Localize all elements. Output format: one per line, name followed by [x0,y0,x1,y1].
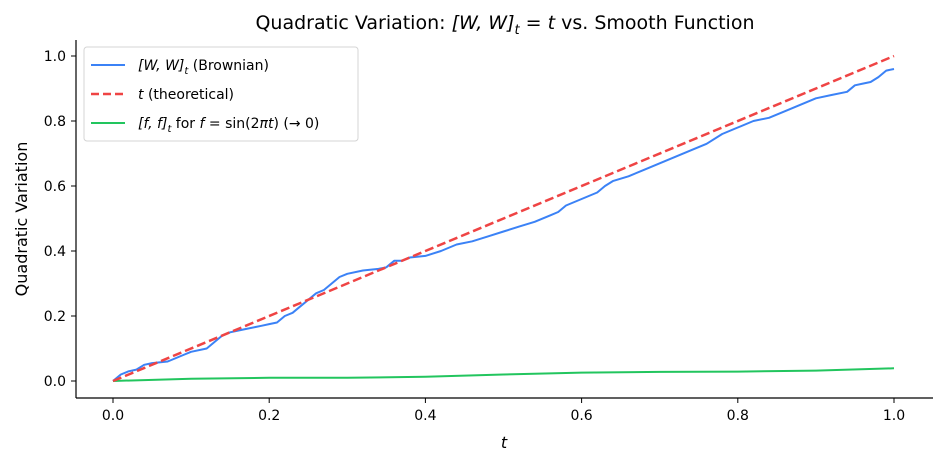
legend-box [83,46,359,142]
x-tick-label: 0.0 [102,408,124,424]
series-layer [112,54,895,383]
series-theoretical [112,54,895,383]
y-tick-label: 0.4 [44,244,66,260]
legend-label-smooth: [f, f]t for f = sin(2πt) (→ 0) [138,116,319,135]
y-tick-label: 0.8 [44,114,66,130]
x-tick-label: 0.2 [258,408,280,424]
chart-title: Quadratic Variation: [W, W]t = t vs. Smo… [255,12,754,38]
x-tick-label: 1.0 [883,408,905,424]
series-smooth [112,367,895,382]
x-tick-label: 0.6 [570,408,592,424]
y-axis-label: Quadratic Variation [12,142,31,297]
legend: [W, W]t (Brownian) t (theoretical) [f, f… [83,46,359,142]
legend-label-theoretical: t (theoretical) [138,87,234,103]
x-ticks: 0.0 0.2 0.4 0.6 0.8 1.0 [102,398,905,424]
y-tick-label: 1.0 [44,49,66,65]
legend-label-brownian: [W, W]t (Brownian) [138,58,269,77]
x-tick-label: 0.8 [727,408,749,424]
y-tick-label: 0.2 [44,309,66,325]
x-tick-label: 0.4 [414,408,436,424]
x-axis-label: t [501,433,508,452]
y-tick-label: 0.6 [44,179,66,195]
y-ticks: 0.0 0.2 0.4 0.6 0.8 1.0 [44,49,76,390]
y-tick-label: 0.0 [44,374,66,390]
